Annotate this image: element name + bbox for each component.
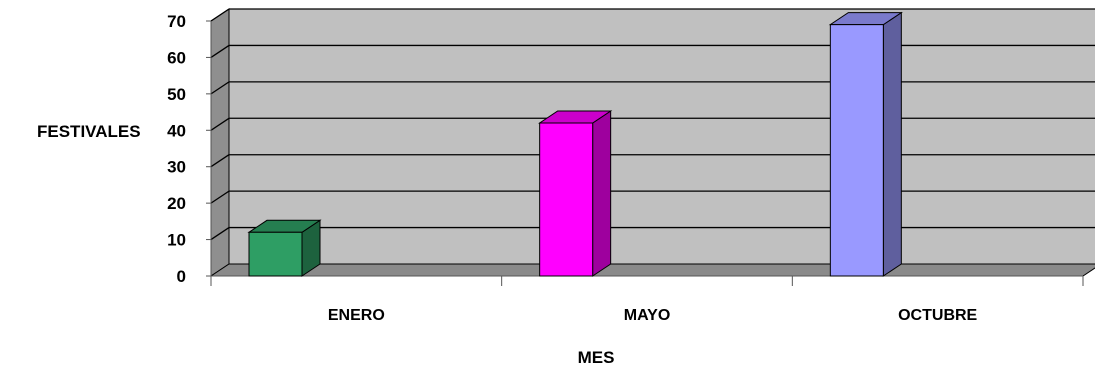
y-tick-label: 20 bbox=[167, 194, 186, 213]
y-tick-label: 30 bbox=[167, 158, 186, 177]
back-wall bbox=[228, 8, 1095, 265]
plot-walls bbox=[209, 8, 1095, 277]
gridline-side bbox=[210, 44, 230, 58]
y-axis bbox=[206, 20, 1084, 286]
y-tick-label: 70 bbox=[167, 12, 186, 31]
x-category-label: OCTUBRE bbox=[898, 307, 977, 324]
bars bbox=[247, 11, 903, 277]
bar-side bbox=[882, 11, 902, 277]
gridline-side bbox=[210, 81, 230, 95]
gridline-side bbox=[210, 154, 230, 168]
y-tick-labels: 0 10 20 30 40 50 60 70 bbox=[167, 12, 186, 286]
y-tick-label: 10 bbox=[167, 231, 186, 250]
y-tick-label: 0 bbox=[177, 267, 186, 286]
x-category-label: ENERO bbox=[328, 307, 385, 324]
bar-enero bbox=[247, 219, 322, 277]
bar-front bbox=[539, 122, 594, 277]
gridline-side bbox=[210, 117, 230, 131]
x-category-label: MAYO bbox=[624, 307, 671, 324]
y-tick-label: 60 bbox=[167, 48, 186, 67]
bar-octubre bbox=[828, 11, 903, 277]
side-wall bbox=[210, 8, 230, 277]
y-tick-label: 50 bbox=[167, 85, 186, 104]
gridline-side bbox=[210, 227, 230, 241]
y-tick-label: 40 bbox=[167, 121, 186, 140]
gridline-side bbox=[210, 190, 230, 204]
bar-mayo bbox=[538, 110, 613, 277]
x-category-labels: ENERO MAYO OCTUBRE bbox=[328, 307, 978, 324]
floor bbox=[209, 263, 1095, 277]
bar-side bbox=[592, 110, 612, 277]
gridlines bbox=[210, 8, 1095, 241]
y-axis-title: FESTIVALES bbox=[37, 122, 141, 141]
bar-front bbox=[829, 24, 884, 277]
gridline-side bbox=[210, 8, 230, 22]
x-axis-title: MES bbox=[578, 348, 615, 367]
bar-front bbox=[248, 231, 303, 277]
